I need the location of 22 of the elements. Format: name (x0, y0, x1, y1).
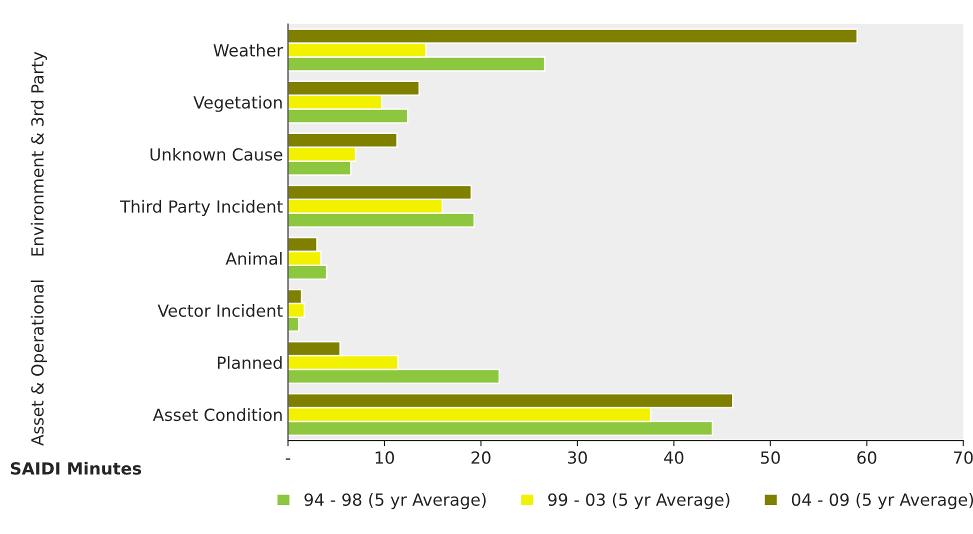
legend-label: 04 - 09 (5 yr Average) (792, 493, 973, 510)
y-tick-label: Unknown Cause (150, 148, 282, 161)
x-tick-label: 50 (761, 451, 780, 464)
x-tick-label: 30 (568, 451, 587, 464)
legend-label: 94 - 98 (5 yr Average) (304, 493, 486, 510)
y-tick-label: Third Party Incident (120, 200, 283, 216)
y-tick-label: Vegetation (193, 96, 282, 112)
x-tick-label: 20 (472, 451, 490, 464)
y-tick-label: Asset Condition (152, 408, 282, 422)
y-tick-label: Animal (226, 252, 282, 265)
x-axis-title: SAIDI Minutes (10, 462, 142, 475)
text: Asset & Operational (30, 280, 47, 446)
y-tick-label: Weather (214, 44, 284, 57)
x-tick-label: 40 (664, 451, 684, 464)
x-tick-label: 70 (954, 451, 973, 464)
y-tick-label: Planned (218, 356, 282, 370)
x-tick-label: - (286, 458, 290, 460)
x-tick-label: 60 (857, 451, 876, 464)
y-tick-label: Vector Incident (158, 304, 283, 317)
legend-label: 99 - 03 (5 yr Average) (548, 493, 730, 510)
x-tick-label: 10 (376, 451, 394, 464)
text: Environment & 3rd Party (30, 52, 47, 256)
